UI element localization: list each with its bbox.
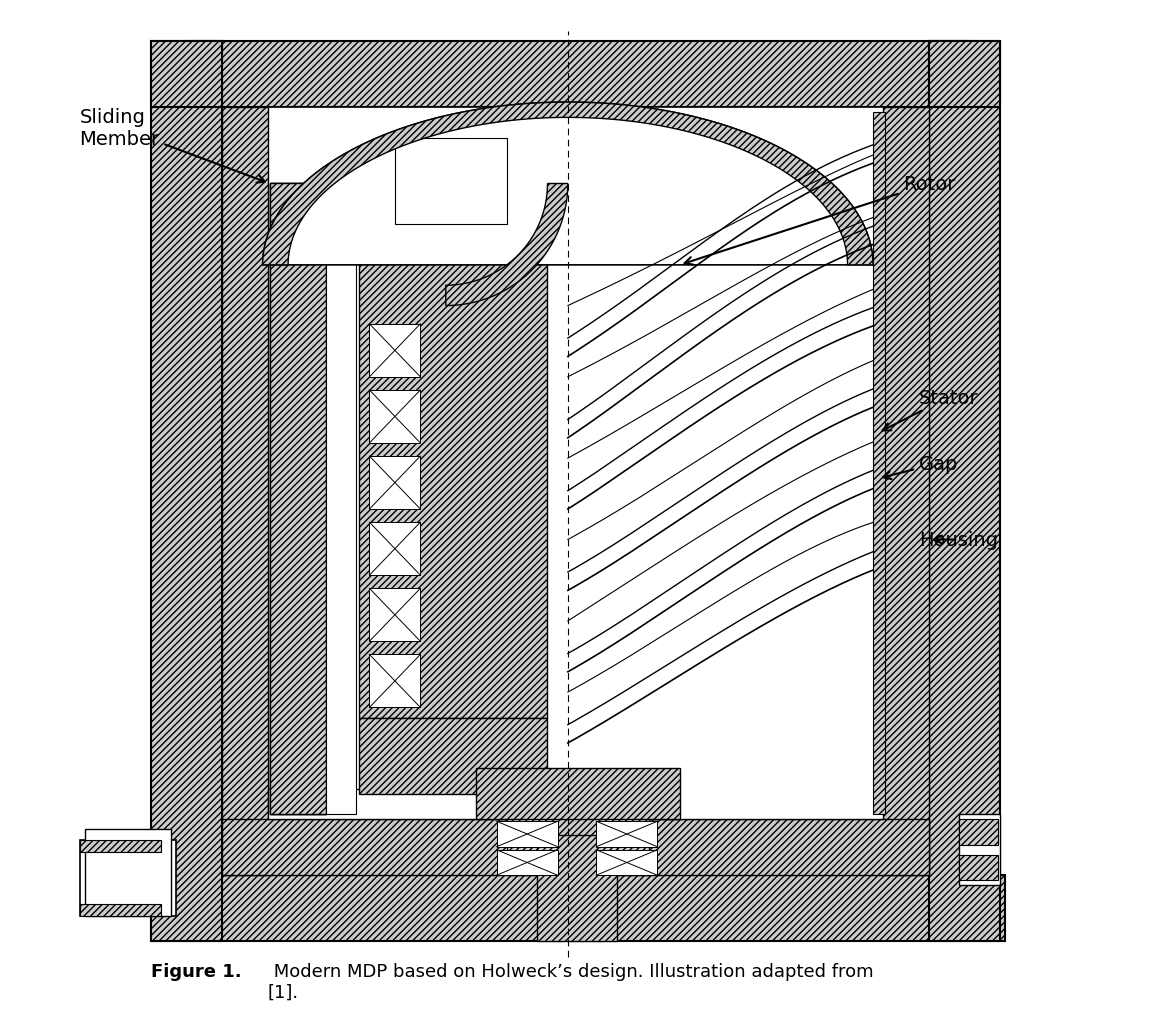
Bar [959, 819, 998, 845]
Bar [269, 184, 326, 814]
Bar [370, 655, 421, 707]
Bar [497, 850, 557, 875]
Bar [269, 184, 326, 814]
Bar [360, 261, 548, 717]
Bar [959, 814, 1000, 886]
Polygon shape [269, 184, 326, 814]
Text: Stator: Stator [883, 388, 978, 431]
Bar [929, 42, 1000, 108]
Bar [506, 794, 650, 875]
Bar [268, 789, 883, 819]
Bar [370, 390, 421, 443]
Bar [873, 113, 885, 814]
Bar [150, 875, 1006, 942]
Bar [959, 855, 998, 880]
Bar [476, 768, 680, 819]
Text: Housing: Housing [919, 531, 998, 549]
Bar [370, 523, 421, 576]
Bar [379, 174, 523, 240]
Bar [326, 184, 356, 814]
Bar [883, 108, 929, 875]
Text: Rotor: Rotor [684, 175, 956, 265]
Text: Figure 1.: Figure 1. [150, 962, 242, 979]
Bar [370, 324, 421, 377]
Bar [84, 829, 171, 916]
Bar [222, 819, 929, 875]
Bar [80, 840, 161, 852]
Bar [370, 457, 421, 510]
Bar [80, 840, 176, 916]
Text: Sliding
Member: Sliding Member [80, 108, 265, 183]
Bar [222, 108, 268, 875]
Bar [222, 108, 929, 875]
Bar [186, 42, 970, 108]
Bar [150, 42, 222, 108]
Bar [548, 113, 883, 814]
Bar [596, 850, 658, 875]
Bar [497, 821, 557, 847]
Polygon shape [262, 103, 873, 266]
Bar [150, 42, 222, 942]
Bar [370, 589, 421, 642]
Polygon shape [446, 184, 568, 307]
Text: Modern MDP based on Holweck’s design. Illustration adapted from
[1].: Modern MDP based on Holweck’s design. Il… [268, 962, 874, 1001]
Bar [596, 821, 658, 847]
Bar [929, 42, 1000, 942]
Bar [80, 904, 161, 916]
Bar [360, 717, 548, 794]
Bar [395, 139, 506, 225]
Bar [538, 835, 616, 942]
Polygon shape [262, 103, 873, 266]
Bar [360, 215, 548, 261]
Text: Gap: Gap [883, 454, 958, 480]
